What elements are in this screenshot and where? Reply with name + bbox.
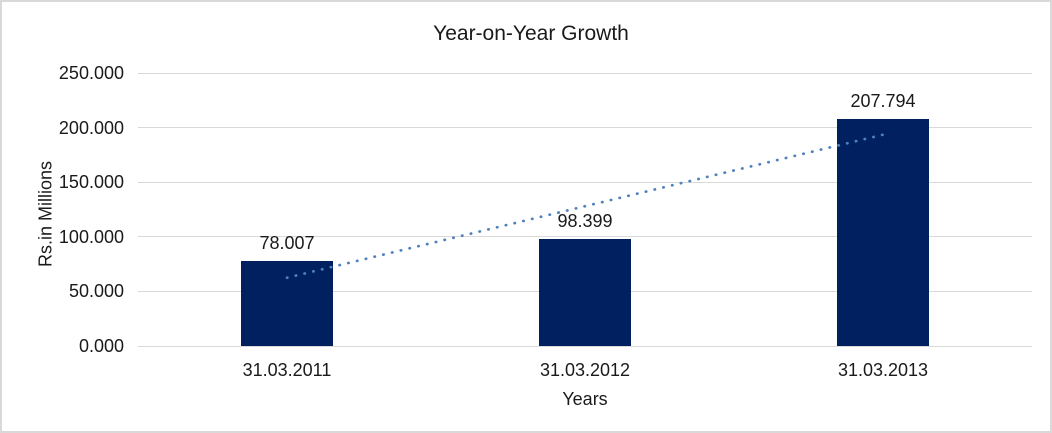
bar: [837, 119, 929, 346]
gridline: [138, 345, 1032, 347]
y-tick-label: 0.000: [78, 336, 124, 356]
x-tick-label: 31.03.2013: [837, 360, 929, 380]
bar-value-label: 78.007: [259, 232, 315, 253]
x-tick-label: 31.03.2012: [539, 360, 631, 380]
bar-value-label: 207.794: [850, 91, 916, 112]
chart-title: Year-on-Year Growth: [433, 22, 629, 45]
y-tick-label: 150.000: [58, 172, 124, 193]
bar-value-label: 98.399: [557, 210, 613, 231]
y-tick-label: 100.000: [58, 226, 124, 247]
x-tick-label: 31.03.2011: [242, 360, 332, 380]
x-axis-title: Years: [562, 389, 608, 409]
gridline: [138, 72, 1032, 74]
bar: [241, 260, 333, 346]
y-tick-label: 50.000: [68, 281, 124, 302]
bar: [539, 238, 631, 346]
y-tick-label: 250.000: [58, 63, 124, 83]
y-tick-label: 200.000: [58, 117, 124, 138]
gridline: [138, 127, 1032, 129]
